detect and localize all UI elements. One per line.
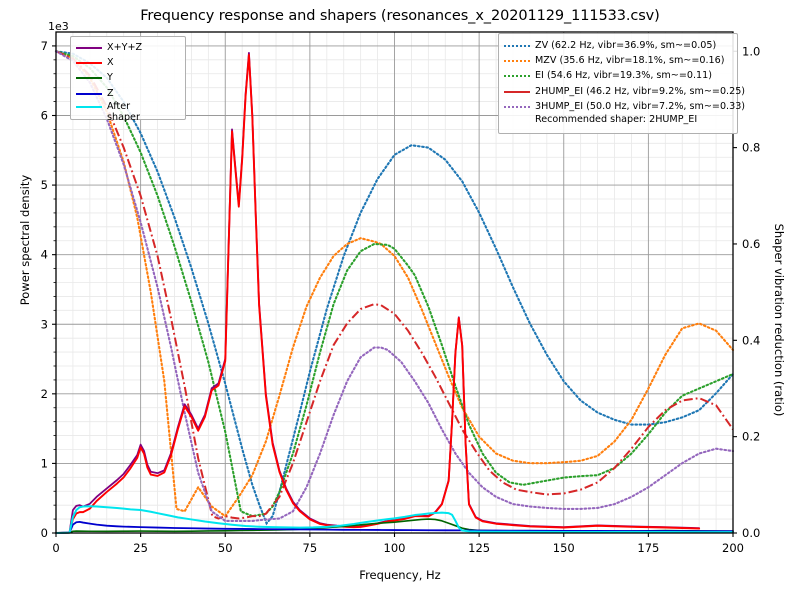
y-tick-label: 3 [41,317,48,331]
y-tick-label: 0 [41,526,48,540]
x-tick-label: 175 [637,541,659,555]
legend-line-sample-z [76,88,102,99]
legend-line-sample-zv [504,40,530,51]
y-tick-label: 5 [41,178,48,192]
y2-tick-label: 0.6 [742,237,760,251]
legend-series-item: Z [76,86,180,101]
legend-series-item: Y [76,70,180,85]
x-tick-label: 150 [553,541,575,555]
legend-series-label: Y [107,72,113,84]
legend-series-item: X [76,55,180,70]
chart-title: Frequency response and shapers (resonanc… [140,8,660,24]
legend-series-label: X+Y+Z [107,42,143,54]
legend-shaper-item: EI (54.6 Hz, vibr=19.3%, sm~=0.11) [504,68,732,83]
legend-shaper-item: 3HUMP_EI (50.0 Hz, vibr=7.2%, sm~=0.33) [504,99,745,114]
y-tick-label: 4 [41,248,48,262]
legend-shaper-item: 2HUMP_EI (46.2 Hz, vibr=9.2%, sm~=0.25) [504,84,745,99]
legend-shaper-label: MZV (35.6 Hz, vibr=18.1%, sm~=0.16) [535,55,725,67]
y2-tick-label: 1.0 [742,44,760,58]
legend-series-label: Z [107,87,114,99]
y-tick-label: 6 [41,109,48,123]
legend-shaper-label: 2HUMP_EI (46.2 Hz, vibr=9.2%, sm~=0.25) [535,85,746,97]
y-axis-label: Power spectral density [18,174,32,306]
y-axis-offset-label: 1e3 [48,20,69,33]
y2-axis-label: Shaper vibration reduction (ratio) [772,223,786,417]
y2-tick-label: 0.2 [742,430,760,444]
legend-line-sample-x [76,57,102,68]
legend-shaper-item: MZV (35.6 Hz, vibr=18.1%, sm~=0.16) [504,53,732,68]
legend-series: X+Y+Z X Y Z After shaper [70,36,186,123]
shaper-curve-3hump_ei [54,50,735,523]
psd-curve-x [55,54,701,534]
legend-line-sample-x-y-z [76,42,102,53]
y2-tick-label: 0.0 [742,526,760,540]
legend-line-sample-y [76,72,102,83]
legend-line-sample-2hump_ei [504,86,530,97]
legend-shaper-item: ZV (62.2 Hz, vibr=36.9%, sm~=0.05) [504,38,732,53]
legend-shaper-label: EI (54.6 Hz, vibr=19.3%, sm~=0.11) [535,70,712,82]
x-tick-label: 25 [133,541,148,555]
y2-tick-label: 0.4 [742,333,760,347]
x-tick-label: 0 [52,541,59,555]
legend-series-item: After shaper [76,101,180,123]
legend-shaper-label: ZV (62.2 Hz, vibr=36.9%, sm~=0.05) [535,40,717,52]
y-tick-label: 7 [41,39,48,53]
x-tick-label: 100 [384,541,406,555]
legend-series-label: After shaper [107,100,140,124]
legend-series-label: X [107,57,114,69]
y-tick-label: 1 [41,456,48,470]
legend-shaper-label: 3HUMP_EI (50.0 Hz, vibr=7.2%, sm~=0.33) [535,100,746,112]
y-tick-label: 2 [41,387,48,401]
legend-line-sample-after-shaper [76,101,102,112]
legend-line-sample-ei [504,70,530,81]
y2-tick-label: 0.8 [742,141,760,155]
legend-series-item: X+Y+Z [76,40,180,55]
psd-curve-z [55,520,734,534]
x-axis-label: Frequency, Hz [359,568,441,582]
shaper-curve-zv [54,50,735,526]
legend-line-sample-mzv [504,55,530,66]
psd-curve-after-shaper [55,505,734,534]
legend-line-sample-3hump_ei [504,101,530,112]
x-tick-label: 125 [468,541,490,555]
recommended-shaper-note: Recommended shaper: 2HUMP_EI [535,113,698,125]
shaper-curve-ei [54,50,735,518]
shaper-curve-mzv [54,50,735,518]
x-tick-label: 75 [303,541,318,555]
x-tick-label: 50 [218,541,233,555]
legend-shapers: ZV (62.2 Hz, vibr=36.9%, sm~=0.05) MZV (3… [498,33,745,134]
x-tick-label: 200 [722,541,744,555]
